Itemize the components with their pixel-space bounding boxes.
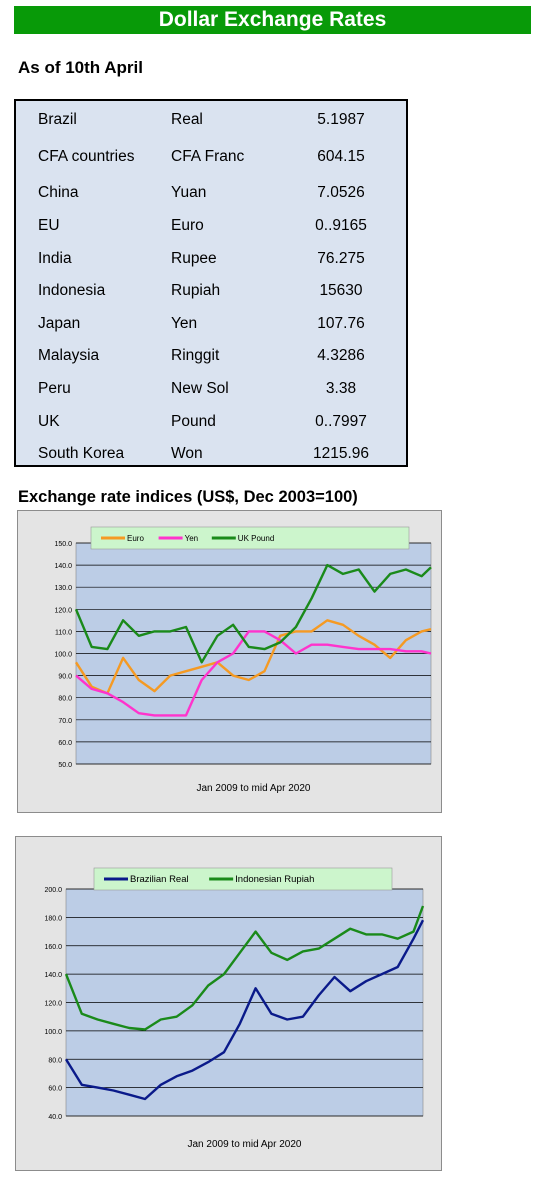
y-tick-label: 80.0	[58, 696, 72, 703]
chart-1-svg: 150.0 140.0 130.0 120.0 110.0 100.0 90.0 80.0 70…	[54, 526, 432, 794]
rate-row: Peru New Sol 3.38	[16, 372, 401, 405]
currency-cell: Yuan	[171, 184, 207, 202]
y-tick-label: 60.0	[58, 740, 72, 747]
currency-cell: New Sol	[171, 379, 229, 397]
country-cell: CFA countries	[38, 147, 135, 165]
y-tick-label: 60.0	[48, 1086, 62, 1093]
country-cell: UK	[38, 412, 60, 430]
legend-label: UK Pound	[238, 534, 274, 543]
series-line-uk-pound	[74, 563, 432, 664]
rate-cell: 107.76	[317, 314, 365, 332]
y-tick-label: 50.0	[58, 762, 72, 769]
currency-cell: Real	[171, 110, 203, 128]
y-tick-label: 150.0	[54, 541, 72, 548]
rates-table-grid: Brazil Real 5.1987 CFA countries CFA Franc 60…	[16, 103, 401, 470]
rate-row: EU Euro 0..9165	[16, 209, 401, 242]
y-tick-label: 140.0	[44, 972, 62, 979]
y-tick-label: 200.0	[44, 887, 62, 894]
y-tick-label: 40.0	[48, 1114, 62, 1121]
y-tick-label: 100.0	[44, 1029, 62, 1036]
series-line-indonesian-rupiah	[64, 905, 425, 1031]
rate-row: Brazil Real 5.1987	[16, 103, 401, 136]
rate-cell: 3.38	[325, 379, 357, 397]
country-cell: Brazil	[38, 110, 77, 128]
series-line-euro	[74, 619, 432, 695]
y-tick-label: 140.0	[54, 563, 72, 570]
rate-cell: 5.1987	[317, 110, 365, 128]
y-tick-label: 100.0	[54, 652, 72, 659]
rate-row: China Yuan 7.0526	[16, 177, 401, 210]
currency-cell: Rupee	[171, 249, 217, 267]
rate-cell: 15630	[319, 282, 363, 300]
rate-row: Malaysia Ringgit 4.3286	[16, 340, 401, 373]
legend-label: Brazilian Real	[130, 874, 189, 885]
y-tick-label: 110.0	[55, 629, 72, 636]
chart-2-svg: 200.0 180.0 160.0 140.0 120.0 100.0 80.0 60.0 40…	[44, 867, 425, 1150]
currency-cell: Pound	[171, 412, 216, 430]
y-tick-label: 80.0	[48, 1057, 62, 1064]
currency-cell: Yen	[171, 314, 198, 332]
country-cell: Japan	[38, 314, 81, 332]
y-tick-label: 90.0	[58, 674, 72, 681]
rate-row: South Korea Won 1215.96	[16, 437, 401, 470]
legend	[93, 867, 393, 891]
rate-cell: 7.0526	[317, 184, 365, 202]
country-cell: Peru	[38, 379, 71, 397]
exchange-rates-table: Brazil Real 5.1987 CFA countries CFA Franc 60…	[14, 99, 408, 467]
legend-label: Indonesian Rupiah	[235, 874, 314, 885]
rate-cell: 0..7997	[315, 412, 367, 430]
x-axis-label: Jan 2009 to mid Apr 2020	[197, 783, 311, 794]
rate-row: India Rupee 76.275	[16, 242, 401, 275]
currency-cell: Won	[171, 445, 203, 463]
country-cell: Indonesia	[38, 282, 106, 300]
rate-row: Indonesia Rupiah 15630	[16, 274, 401, 307]
rate-cell: 76.275	[317, 249, 365, 267]
country-cell: Malaysia	[38, 347, 100, 365]
series-line-yen	[75, 630, 432, 717]
page-title: Dollar Exchange Rates	[14, 6, 531, 34]
chart-euro-yen-pound: 150.0 140.0 130.0 120.0 110.0 100.0 90.0 80.0 70…	[17, 510, 442, 813]
indices-title: Exchange rate indices (US$, Dec 2003=100…	[18, 488, 358, 506]
chart-real-rupiah: 200.0 180.0 160.0 140.0 120.0 100.0 80.0 60.0 40…	[15, 836, 442, 1171]
y-tick-label: 180.0	[44, 915, 62, 922]
rate-cell: 4.3286	[317, 347, 365, 365]
currency-cell: Euro	[171, 216, 204, 234]
rate-cell: 0..9165	[315, 216, 367, 234]
y-tick-label: 70.0	[58, 718, 72, 725]
y-tick-label: 120.0	[54, 607, 72, 614]
rate-cell: 604.15	[317, 147, 365, 165]
rate-row: CFA countries CFA Franc 604.15	[16, 136, 401, 177]
y-tick-label: 120.0	[44, 1001, 62, 1008]
currency-cell: Ringgit	[171, 347, 220, 365]
country-cell: China	[38, 184, 79, 202]
country-cell: EU	[38, 216, 60, 234]
legend-label: Yen	[185, 534, 199, 543]
rate-row: Japan Yen 107.76	[16, 307, 401, 340]
country-cell: South Korea	[38, 445, 125, 463]
series-line-brazilian-real	[64, 919, 425, 1101]
y-tick-label: 160.0	[44, 944, 62, 951]
currency-cell: CFA Franc	[171, 147, 245, 165]
country-cell: India	[38, 249, 72, 267]
as-of-date: As of 10th April	[18, 58, 143, 77]
legend-label: Euro	[127, 534, 144, 543]
x-axis-label: Jan 2009 to mid Apr 2020	[188, 1139, 302, 1150]
rate-row: UK Pound 0..7997	[16, 405, 401, 438]
y-tick-label: 130.0	[54, 585, 72, 592]
currency-cell: Rupiah	[171, 282, 221, 300]
rate-cell: 1215.96	[312, 445, 370, 463]
legend	[90, 526, 410, 550]
